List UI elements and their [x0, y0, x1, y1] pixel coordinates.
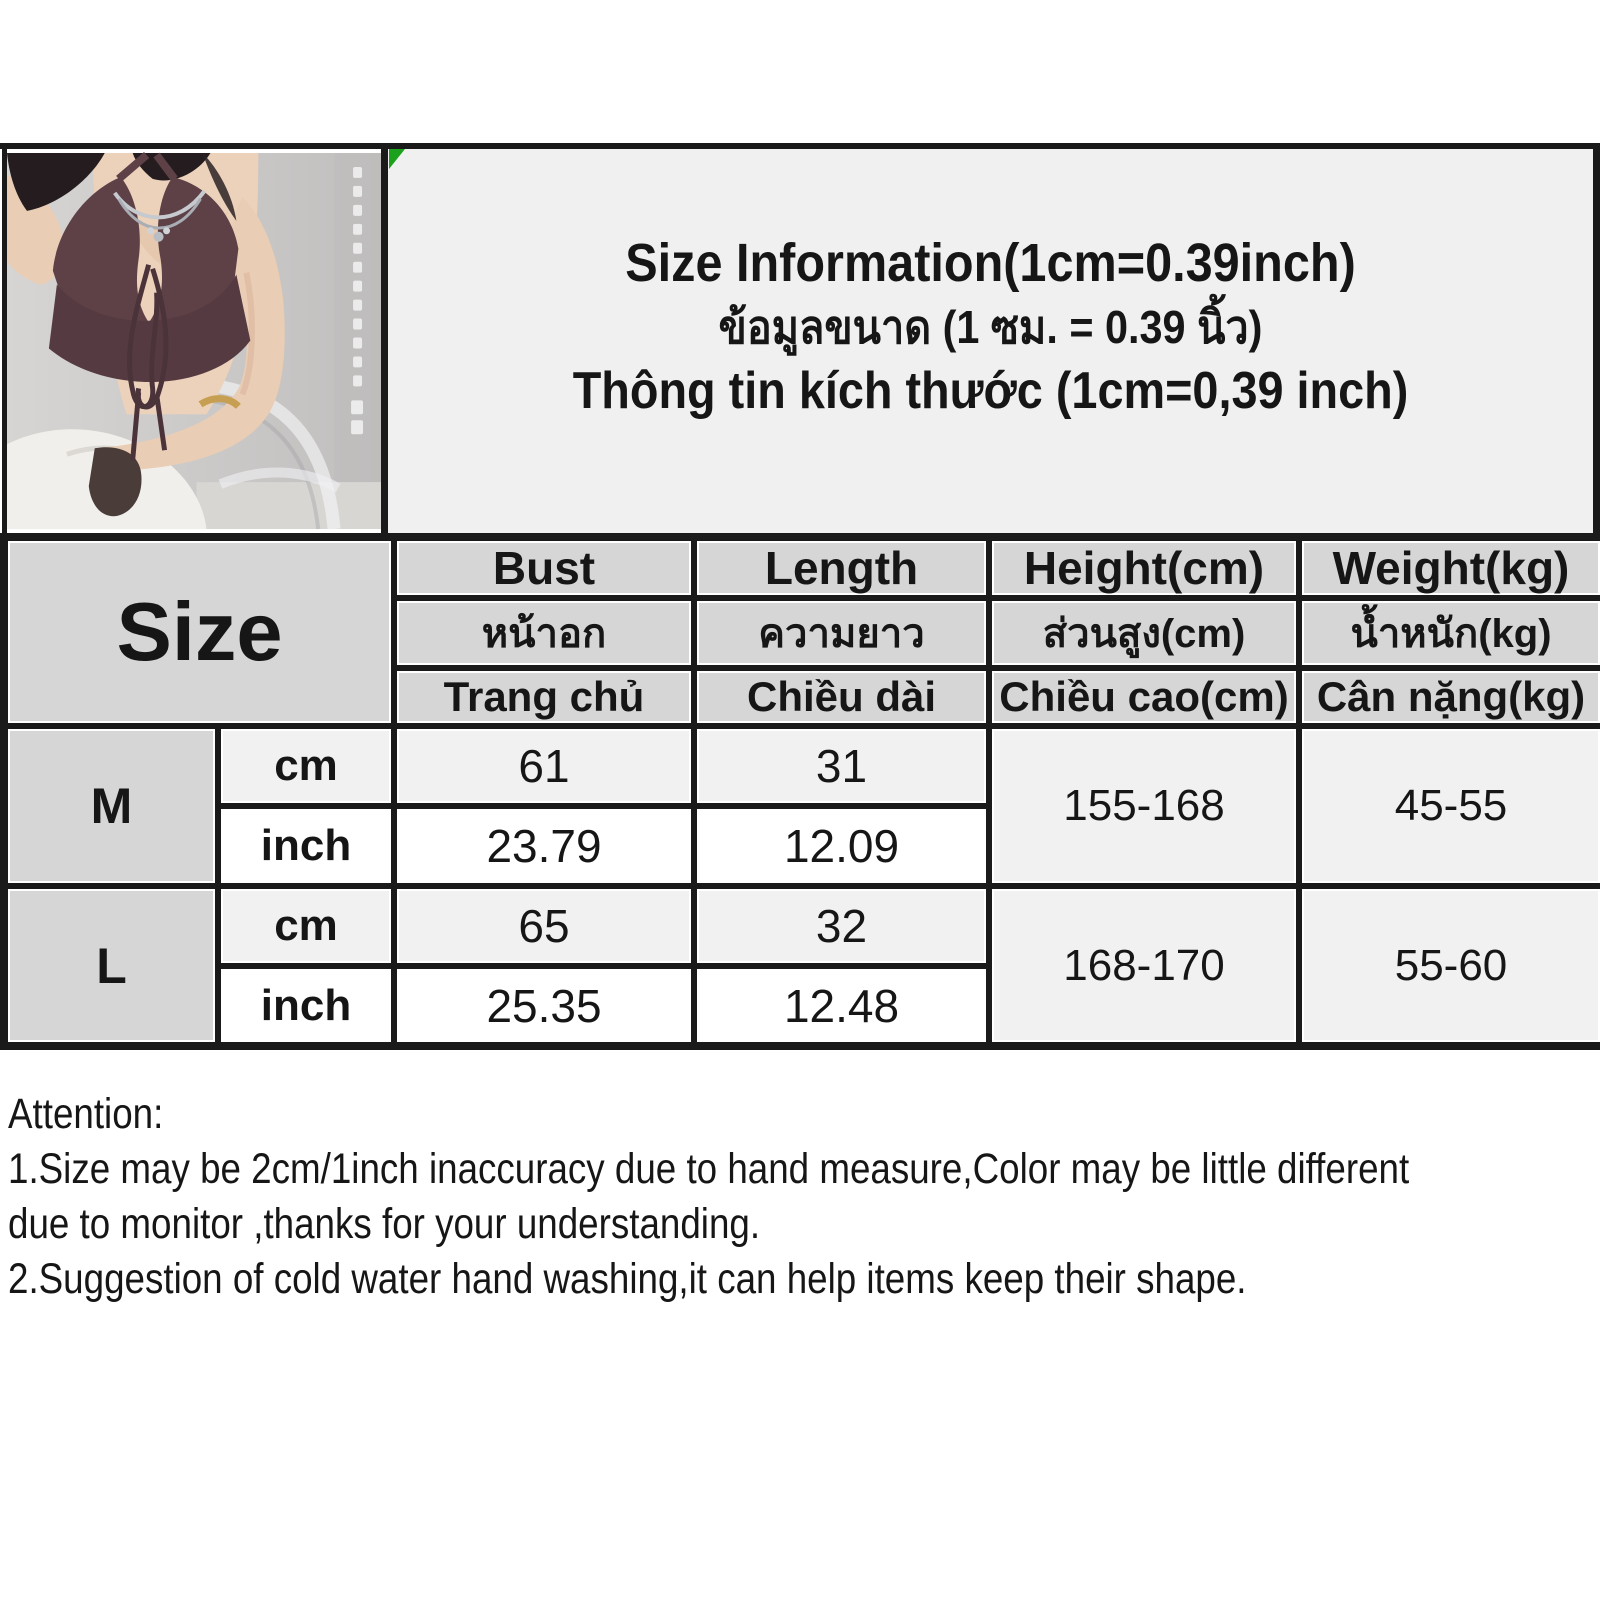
row-l-cm: L cm 65 32 168-170 55-60	[1, 883, 1600, 1049]
l-height-range: 168-170	[986, 883, 1302, 1049]
m-bust-cm: 61	[391, 723, 697, 809]
header-weight-th: น้ำหนัก(kg)	[1296, 595, 1600, 671]
size-header-cell: Size	[1, 534, 397, 729]
header-bust-en: Bust	[391, 534, 697, 601]
title-thai: ข้อมูลขนาด (1 ซม. = 0.39 นิ้ว)	[718, 301, 1263, 353]
m-bust-inch: 23.79	[391, 803, 697, 889]
m-weight-range: 45-55	[1296, 723, 1600, 889]
attention-line: 1.Size may be 2cm/1inch inaccuracy due t…	[8, 1145, 1410, 1193]
header-height-vi: Chiều cao(cm)	[986, 665, 1302, 729]
product-photo	[7, 149, 381, 533]
header-height-en: Height(cm)	[986, 534, 1302, 601]
header-length-en: Length	[691, 534, 992, 601]
header-row-thai: หน้าอก ความยาว ส่วนสูง(cm) น้ำหนัก(kg)	[4, 595, 1600, 671]
left-border-line	[2, 149, 7, 533]
header-height-th: ส่วนสูง(cm)	[986, 595, 1302, 671]
row-m-cm: M cm 61 31 155-168 45-55	[1, 723, 1600, 889]
size-l-cell: L	[1, 883, 221, 1049]
title-english: Size Information(1cm=0.39inch)	[625, 233, 1356, 293]
size-table: Size Bust Length Height(cm) Weight(kg) ห…	[0, 533, 1600, 1050]
size-m-cell: M	[1, 723, 221, 889]
product-photo-illustration	[7, 151, 381, 530]
top-divider-line	[0, 143, 1600, 149]
title-vietnamese: Thông tin kích thước (1cm=0,39 inch)	[572, 362, 1409, 420]
header-bust-vi: Trang chủ	[391, 665, 697, 729]
m-length-cm: 31	[691, 723, 992, 809]
attention-line: 2.Suggestion of cold water hand washing,…	[8, 1255, 1247, 1303]
m-length-inch: 12.09	[691, 803, 992, 889]
attention-heading: Attention:	[8, 1090, 164, 1138]
header-weight-en: Weight(kg)	[1296, 534, 1600, 601]
necklace-shape	[113, 189, 207, 242]
l-bust-inch: 25.35	[391, 963, 697, 1049]
green-corner-marker	[389, 149, 405, 169]
header-length-th: ความยาว	[691, 595, 992, 671]
attention-note: Attention: 1.Size may be 2cm/1inch inacc…	[8, 1087, 1590, 1307]
photo-title-divider-line	[381, 143, 388, 533]
row-m-inch: inch 23.79 12.09	[4, 803, 1600, 889]
bangle-shape	[198, 395, 241, 409]
attention-line: due to monitor ,thanks for your understa…	[8, 1200, 761, 1248]
l-weight-range: 55-60	[1296, 883, 1600, 1049]
header-row-vietnamese: Trang chủ Chiều dài Chiều cao(cm) Cân nặ…	[4, 665, 1600, 729]
header-bust-th: หน้าอก	[391, 595, 697, 671]
hair-shape	[7, 153, 237, 221]
l-length-inch: 12.48	[691, 963, 992, 1049]
title-box: Size Information(1cm=0.39inch) ข้อมูลขนา…	[388, 149, 1600, 533]
watermark-marks	[351, 166, 364, 435]
unit-cm-m: cm	[215, 723, 397, 809]
l-bust-cm: 65	[391, 883, 697, 969]
header-length-vi: Chiều dài	[691, 665, 992, 729]
row-l-inch: inch 25.35 12.48	[4, 963, 1600, 1049]
header-weight-vi: Cân nặng(kg)	[1296, 665, 1600, 729]
m-height-range: 155-168	[986, 723, 1302, 889]
header-row-english: Size Bust Length Height(cm) Weight(kg)	[1, 534, 1600, 729]
unit-inch-m: inch	[215, 803, 397, 889]
unit-inch-l: inch	[215, 963, 397, 1049]
unit-cm-l: cm	[215, 883, 397, 969]
l-length-cm: 32	[691, 883, 992, 969]
